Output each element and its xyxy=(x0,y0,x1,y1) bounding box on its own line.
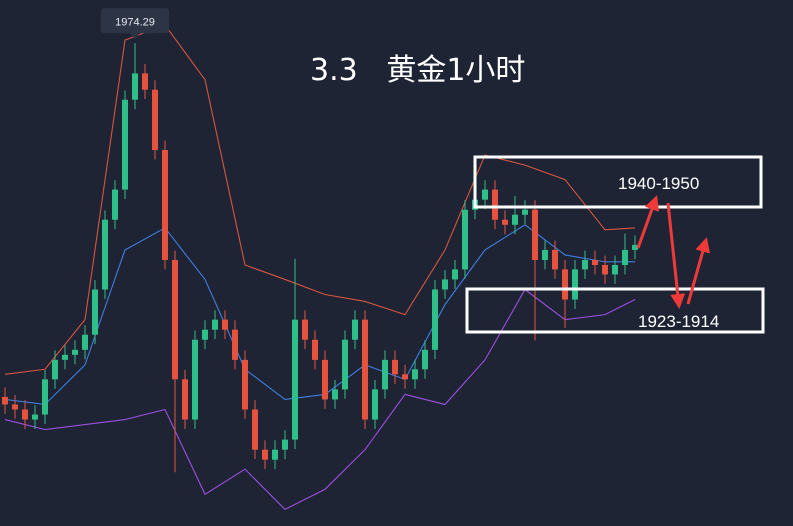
candle-body xyxy=(102,219,108,290)
candle-body xyxy=(572,269,578,300)
candle-body xyxy=(12,404,18,410)
bands xyxy=(4,24,636,511)
candle-body xyxy=(42,379,48,415)
candle-body xyxy=(342,339,348,390)
arrow xyxy=(666,202,686,309)
chart-title: 3.3 黄金1小时 xyxy=(310,53,525,88)
candle-body xyxy=(602,265,608,275)
candle-body xyxy=(302,319,308,340)
arrow xyxy=(636,195,659,249)
candle-body xyxy=(192,339,198,420)
candle-body xyxy=(242,359,248,410)
peak-label: 1974.29 xyxy=(101,8,169,40)
candle-body xyxy=(462,209,468,270)
candle-body xyxy=(562,269,568,300)
candle-body xyxy=(372,389,378,420)
candle-body xyxy=(492,189,498,220)
candle-body xyxy=(622,249,628,265)
candle-body xyxy=(532,209,538,260)
candle-body xyxy=(22,409,28,420)
candle-body xyxy=(582,259,588,270)
peak-pointer xyxy=(130,33,140,40)
candle-body xyxy=(312,339,318,360)
candle-body xyxy=(512,214,518,225)
candle-body xyxy=(612,265,618,275)
candle-body xyxy=(2,396,8,405)
candle-body xyxy=(232,329,238,360)
candle-body xyxy=(632,244,638,250)
candle-body xyxy=(222,319,228,330)
band-line xyxy=(4,24,636,375)
candle-body xyxy=(172,259,178,380)
annotation: 1940-1950 xyxy=(618,174,699,193)
candle-body xyxy=(352,319,358,340)
annotation: 1923-1914 xyxy=(638,312,719,331)
band-line xyxy=(4,288,636,511)
candle-body xyxy=(152,89,158,151)
candle-body xyxy=(292,319,298,440)
arrows xyxy=(636,195,710,309)
candle-body xyxy=(412,369,418,380)
candle-body xyxy=(402,374,408,380)
candle-body xyxy=(92,289,98,335)
target-box xyxy=(473,155,763,209)
candle-body xyxy=(502,219,508,225)
candle-body xyxy=(212,319,218,330)
candle-body xyxy=(142,73,148,90)
candle-body xyxy=(442,279,448,290)
target-box xyxy=(465,287,765,334)
candle-body xyxy=(162,150,168,260)
candle-body xyxy=(432,289,438,350)
band-line xyxy=(4,224,635,406)
candle-body xyxy=(182,379,188,420)
candle-body xyxy=(62,354,68,360)
candle-body xyxy=(542,249,548,260)
peak-box xyxy=(101,8,169,34)
candle-body xyxy=(122,99,128,190)
candle-body xyxy=(32,414,38,420)
candle-body xyxy=(522,209,528,215)
candle-body xyxy=(132,73,138,100)
candle-body xyxy=(592,259,598,265)
candle-body xyxy=(252,409,258,450)
peak-value: 1974.29 xyxy=(115,16,155,28)
candle-body xyxy=(272,449,278,460)
candle-body xyxy=(262,449,268,460)
candle-body xyxy=(112,189,118,220)
candle-body xyxy=(332,389,338,400)
candle-body xyxy=(452,269,458,280)
candle-body xyxy=(52,359,58,380)
candle-body xyxy=(482,189,488,200)
candle-body xyxy=(422,349,428,370)
candle-body xyxy=(72,349,78,355)
candle-body xyxy=(282,439,288,450)
candle-body xyxy=(552,249,558,270)
candles xyxy=(2,43,638,473)
candle-body xyxy=(382,359,388,390)
candle-body xyxy=(322,359,328,400)
arrow xyxy=(686,237,710,305)
candle-body xyxy=(82,334,88,350)
candle-body xyxy=(392,359,398,375)
candle-body xyxy=(202,329,208,340)
candle-body xyxy=(362,319,368,420)
